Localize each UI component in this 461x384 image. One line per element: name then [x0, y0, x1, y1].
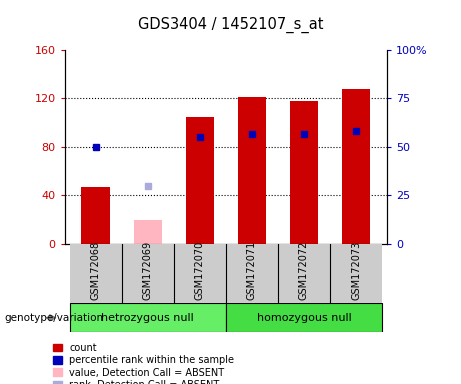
Bar [70, 303, 226, 332]
Bar [342, 89, 370, 244]
Bar [70, 244, 122, 303]
Text: homozygous null: homozygous null [257, 313, 351, 323]
Bar [290, 101, 318, 244]
Bar [226, 303, 382, 332]
Legend: count, percentile rank within the sample, value, Detection Call = ABSENT, rank, : count, percentile rank within the sample… [51, 341, 236, 384]
Bar [226, 244, 278, 303]
Bar [134, 220, 162, 244]
Text: GSM172070: GSM172070 [195, 241, 205, 300]
Text: GSM172071: GSM172071 [247, 241, 257, 300]
Text: GSM172068: GSM172068 [91, 241, 101, 300]
Text: genotype/variation: genotype/variation [5, 313, 104, 323]
Bar [122, 244, 174, 303]
Text: GSM172073: GSM172073 [351, 241, 361, 300]
Bar [330, 244, 382, 303]
Bar [278, 244, 330, 303]
Text: GSM172072: GSM172072 [299, 241, 309, 300]
Bar [237, 97, 266, 244]
Bar [82, 187, 110, 244]
Bar [174, 244, 226, 303]
Bar [185, 117, 214, 244]
Text: GDS3404 / 1452107_s_at: GDS3404 / 1452107_s_at [138, 17, 323, 33]
Text: GSM172069: GSM172069 [143, 241, 153, 300]
Text: hetrozygous null: hetrozygous null [101, 313, 194, 323]
